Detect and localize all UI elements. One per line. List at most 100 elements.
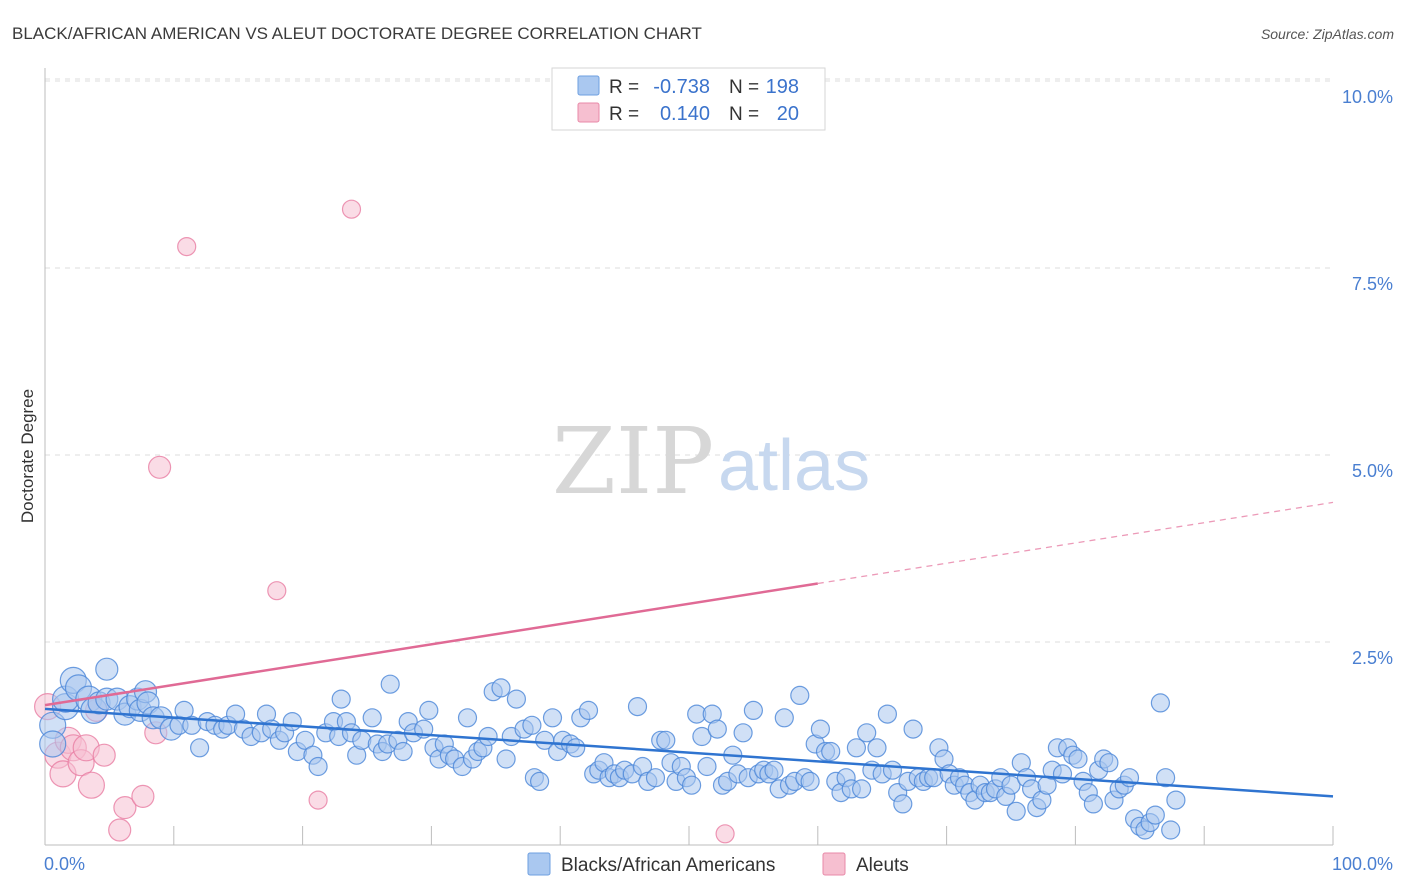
black-point bbox=[697, 756, 717, 777]
black-point bbox=[1068, 749, 1088, 769]
black-point bbox=[707, 719, 727, 739]
legend-swatch-pink bbox=[577, 102, 600, 123]
black-point bbox=[903, 719, 923, 739]
legend-n-value-2: 20 bbox=[777, 103, 799, 125]
x-tick-labels: 0.0% 100.0% bbox=[44, 854, 1393, 874]
watermark-atlas: atlas bbox=[718, 426, 870, 506]
black-point bbox=[1166, 790, 1186, 810]
aleut-point bbox=[113, 795, 137, 820]
black-point bbox=[774, 708, 794, 728]
aleut-trend-extension bbox=[817, 501, 1334, 585]
black-point bbox=[1001, 775, 1021, 795]
aleut-point bbox=[77, 771, 106, 799]
black-point bbox=[331, 689, 351, 709]
black-point bbox=[542, 708, 563, 728]
gridlines bbox=[45, 78, 1333, 643]
legend-swatch-blue bbox=[577, 75, 600, 96]
black-point bbox=[491, 678, 511, 698]
black-point bbox=[857, 723, 877, 743]
black-point bbox=[681, 775, 702, 795]
black-point bbox=[308, 756, 328, 777]
black-point bbox=[882, 760, 903, 780]
aleut-point bbox=[341, 199, 362, 219]
series-label-aleuts: Aleuts bbox=[856, 855, 909, 876]
black-point bbox=[95, 657, 119, 681]
chart-title: BLACK/AFRICAN AMERICAN VS ALEUT DOCTORAT… bbox=[12, 24, 702, 43]
aleut-point bbox=[715, 824, 735, 844]
aleut-point bbox=[177, 237, 197, 257]
aleut-point bbox=[131, 784, 155, 809]
aleut-point bbox=[267, 581, 287, 601]
black-point bbox=[656, 730, 676, 750]
legend-r-value-2: 0.140 bbox=[660, 103, 710, 125]
black-point bbox=[810, 719, 831, 739]
black-point bbox=[295, 730, 315, 750]
black-point bbox=[496, 749, 516, 769]
black-point bbox=[743, 700, 764, 721]
black-point bbox=[506, 689, 527, 709]
black-point bbox=[846, 738, 867, 758]
aleut-point bbox=[148, 455, 172, 479]
x-tick-label: 0.0% bbox=[44, 854, 85, 874]
black-point bbox=[733, 723, 753, 743]
black-point bbox=[393, 741, 413, 762]
black-point bbox=[362, 708, 382, 728]
black-point bbox=[851, 779, 872, 799]
black-point bbox=[282, 711, 302, 732]
x-tick-label: 100.0% bbox=[1332, 854, 1393, 874]
black-point bbox=[1006, 801, 1026, 821]
watermark: ZIP atlas bbox=[552, 408, 870, 515]
legend-r-label-2: R = bbox=[609, 104, 639, 125]
black-point bbox=[478, 726, 498, 747]
aleut-point bbox=[308, 790, 328, 810]
black-point bbox=[522, 715, 542, 735]
black-points bbox=[39, 657, 1186, 840]
y-tick-labels: 2.5% 5.0% 7.5% 10.0% bbox=[1342, 87, 1393, 668]
black-point bbox=[578, 700, 599, 721]
black-point bbox=[1083, 794, 1104, 814]
series-label-blacks: Blacks/African Americans bbox=[561, 855, 775, 876]
series-swatch-pink bbox=[822, 852, 846, 876]
black-point bbox=[821, 741, 841, 762]
aleut-trend-line bbox=[44, 582, 818, 707]
y-axis-label: Doctorate Degree bbox=[18, 389, 37, 523]
black-point bbox=[566, 738, 586, 758]
y-tick-label: 10.0% bbox=[1342, 87, 1393, 107]
black-point bbox=[226, 704, 246, 724]
correlation-legend: R = -0.738 N = 198 R = 0.140 N = 20 bbox=[551, 67, 826, 131]
black-point bbox=[529, 771, 550, 792]
series-swatch-blue bbox=[527, 852, 551, 876]
black-point bbox=[800, 771, 820, 792]
legend-r-label-1: R = bbox=[609, 77, 639, 98]
black-point bbox=[39, 730, 67, 758]
legend-n-value-1: 198 bbox=[766, 76, 799, 98]
y-tick-label: 5.0% bbox=[1352, 461, 1393, 481]
aleut-point bbox=[108, 818, 132, 842]
legend-r-value-1: -0.738 bbox=[653, 76, 710, 98]
black-trend-line bbox=[44, 707, 1334, 798]
y-tick-label: 2.5% bbox=[1352, 648, 1393, 668]
black-point bbox=[380, 674, 400, 694]
aleut-point bbox=[92, 743, 116, 767]
black-point bbox=[692, 726, 712, 747]
black-point bbox=[867, 738, 887, 758]
black-point bbox=[645, 768, 666, 788]
black-point bbox=[1155, 768, 1176, 788]
black-point bbox=[790, 685, 810, 706]
series-legend: Blacks/African Americans Aleuts bbox=[527, 852, 909, 876]
black-point bbox=[419, 700, 439, 721]
legend-n-label-2: N = bbox=[729, 104, 759, 125]
y-tick-label: 7.5% bbox=[1352, 274, 1393, 294]
black-point bbox=[1150, 693, 1171, 713]
black-point bbox=[1145, 805, 1165, 825]
black-point bbox=[457, 708, 478, 728]
black-point bbox=[764, 760, 784, 780]
black-point bbox=[1161, 820, 1181, 840]
black-point bbox=[1099, 753, 1119, 773]
black-point bbox=[190, 738, 210, 758]
trend-lines bbox=[44, 501, 1334, 798]
black-point bbox=[877, 704, 898, 724]
black-point bbox=[1052, 764, 1073, 784]
watermark-zip: ZIP bbox=[552, 408, 714, 515]
